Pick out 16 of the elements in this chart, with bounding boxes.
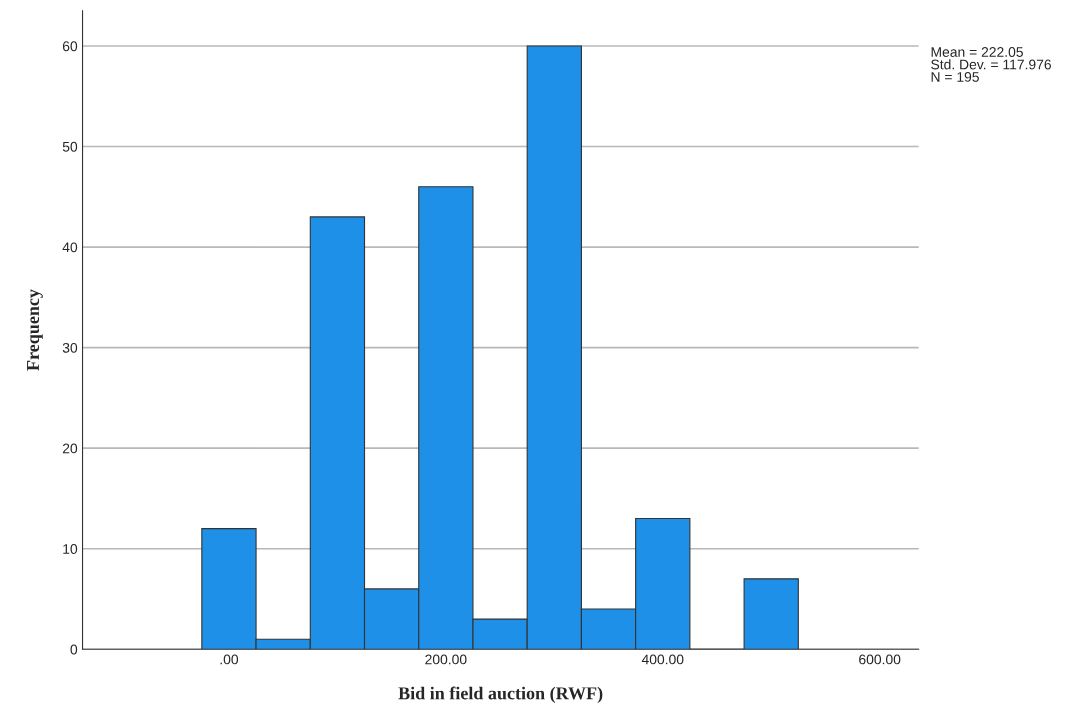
y-tick-label: 40 [62,242,78,253]
x-tick-label: 400.00 [641,654,684,665]
x-axis-title: Bid in field auction (RWF) [398,686,603,704]
y-tick-label: 20 [62,443,78,454]
y-tick-label: 0 [70,644,78,655]
y-tick-label: 60 [62,41,78,52]
x-tick-label: 200.00 [425,654,467,665]
x-tick-label: 600.00 [859,654,901,665]
text: Std. Dev. = 117.976 [931,59,1051,70]
text: N = 195 [931,71,979,82]
y-tick-label: 50 [62,141,78,152]
y-tick-label: 10 [63,544,78,554]
x-tick-label: .00 [220,654,239,665]
text: Mean = 222.05 [931,47,1023,57]
y-axis-title: Frequency [27,289,43,371]
y-tick-label: 30 [62,342,78,353]
